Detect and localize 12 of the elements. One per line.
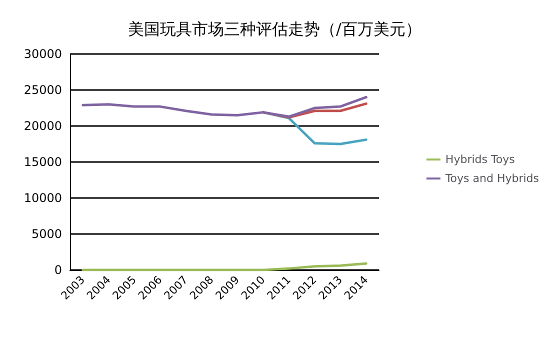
line-series bbox=[82, 96, 368, 118]
y-tick-label: 30000 bbox=[24, 47, 62, 61]
y-tick-label: 15000 bbox=[24, 155, 62, 169]
y-tick-label: 10000 bbox=[24, 191, 62, 205]
chart-title: 美国玩具市场三种评估走势（/百万美元） bbox=[128, 20, 422, 38]
y-tick-label: 5000 bbox=[31, 227, 62, 241]
y-tick-label: 0 bbox=[54, 263, 62, 277]
line-series bbox=[82, 262, 368, 272]
legend-label: Toys and Hybrids bbox=[444, 172, 540, 185]
y-tick-label: 25000 bbox=[24, 83, 62, 97]
legend-label: Hybrids Toys bbox=[445, 153, 516, 166]
y-tick-label: 20000 bbox=[24, 119, 62, 133]
